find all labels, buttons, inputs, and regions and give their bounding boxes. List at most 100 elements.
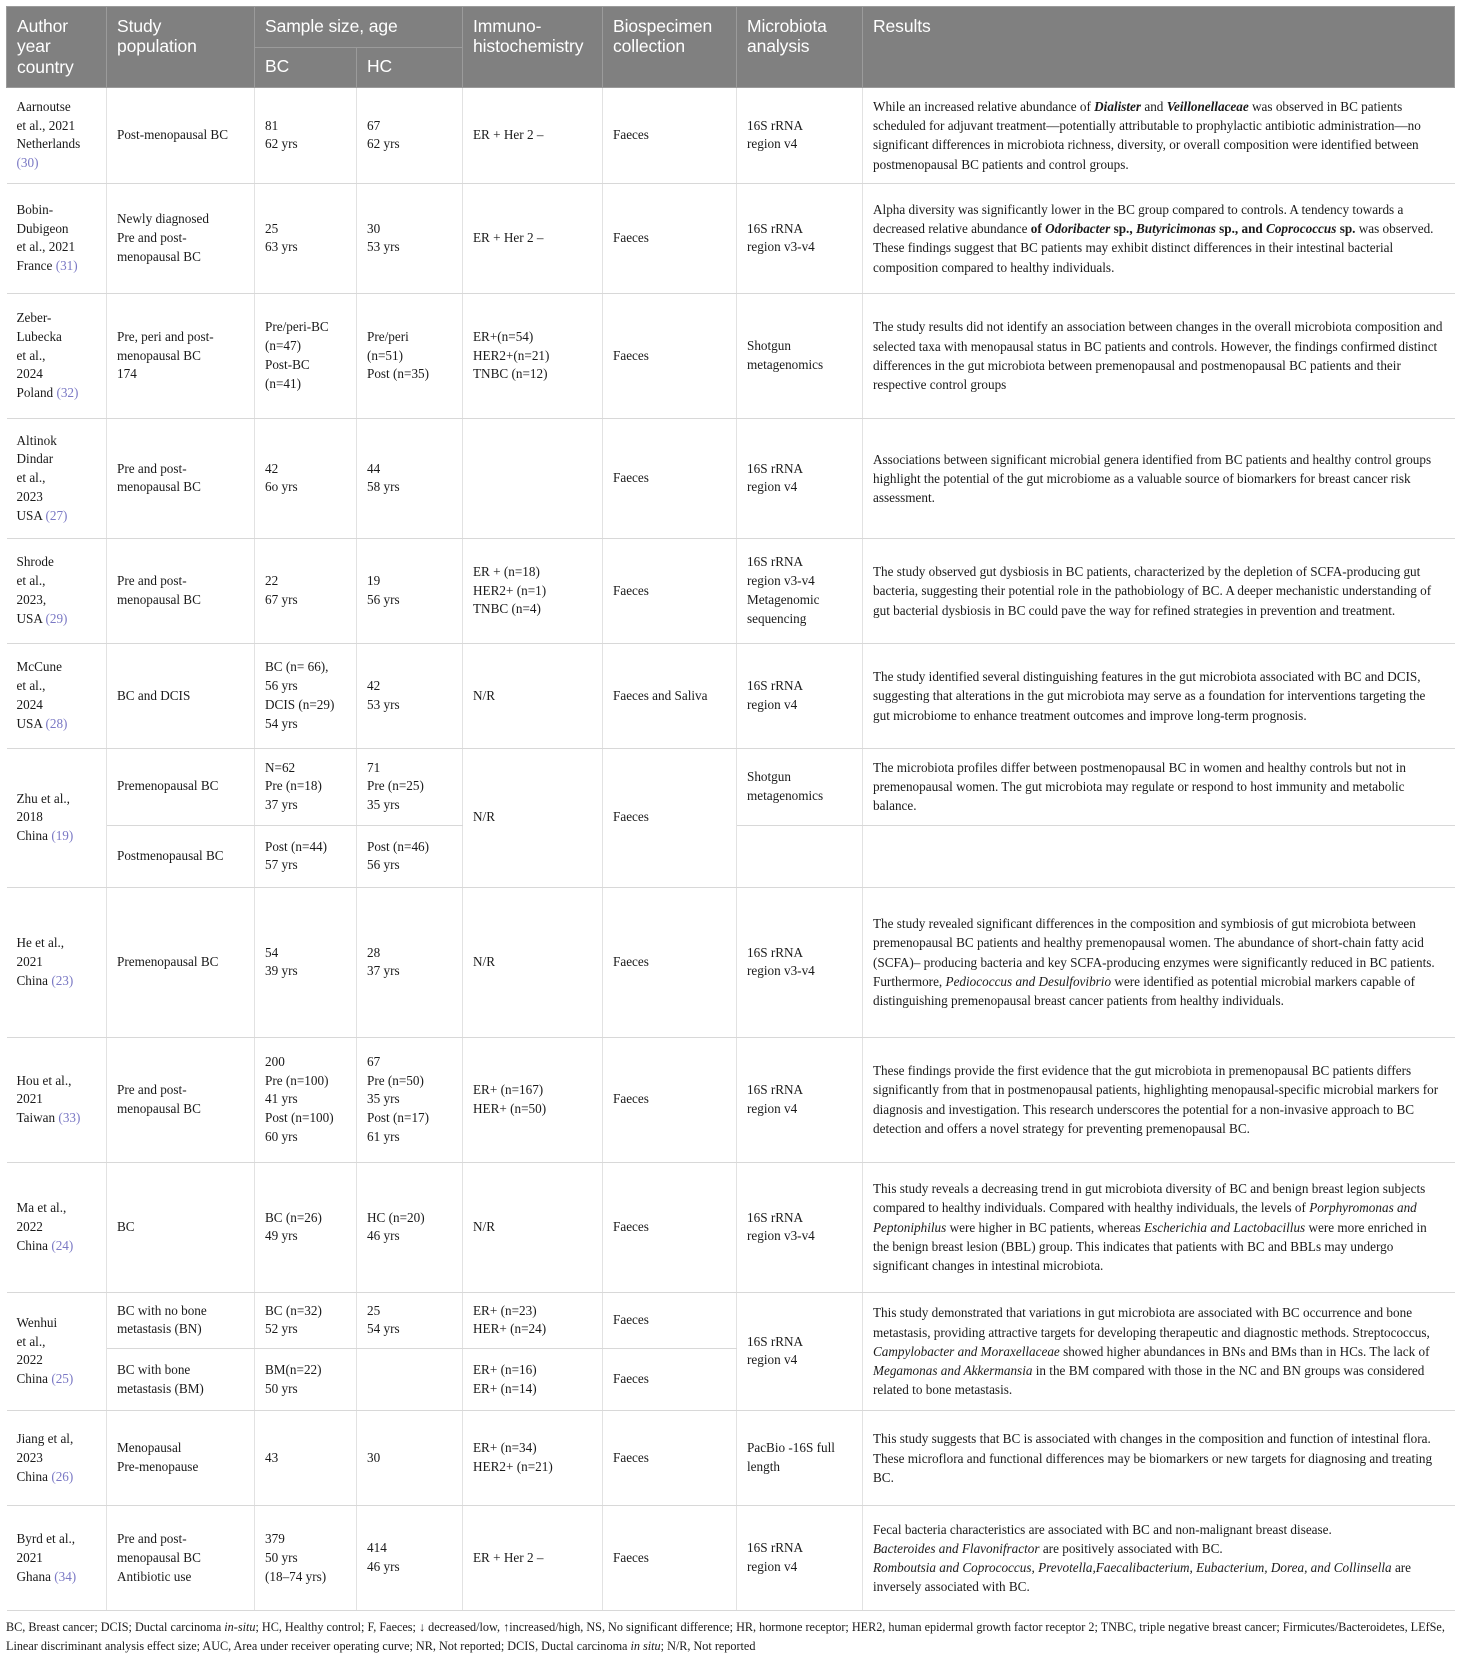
cell-results: Fecal bacteria characteristics are assoc…	[862, 1505, 1455, 1612]
table-row: McCune et al., 2024 USA (28) BC and DCIS BC (…	[6, 642, 1455, 749]
table-row: Jiang et al, 2023 China (26) Menopausal Pre…	[6, 1410, 1455, 1507]
cell-results: This study reveals a decreasing trend in…	[862, 1161, 1455, 1293]
cell-results: This study suggests that BC is associate…	[862, 1410, 1455, 1507]
cell-sample-hc: 19 56 yrs	[356, 537, 463, 644]
header-microbiota-analysis: Microbiota analysis	[736, 6, 863, 88]
cell-author-year-country: Shrode et al., 2023, USA (29)	[6, 537, 107, 644]
cell-sample-bc: 54 39 yrs	[254, 886, 357, 1038]
cell-study-population: Menopausal Pre-menopause	[106, 1410, 255, 1507]
cell-sample-hc: 30	[356, 1410, 463, 1507]
cell-sample-hc: 414 46 yrs	[356, 1505, 463, 1612]
table-row: Altinok Dindar et al., 2023 USA (27) Pre and …	[6, 417, 1455, 539]
cell-study-population: Newly diagnosed Pre and post- menopausal…	[106, 182, 255, 294]
header-bc: BC	[254, 46, 357, 88]
cell-results	[862, 824, 1455, 888]
cell-biospecimen: Faeces	[602, 886, 737, 1038]
cell-author-year-country: Bobin- Dubigeon et al., 2021 France (31)	[6, 182, 107, 294]
cell-sample-bc: Pre/peri-BC (n=47) Post-BC (n=41)	[254, 292, 357, 419]
header-row-1: Author year country Study population Sam…	[6, 6, 1455, 88]
cell-sample-bc: 81 62 yrs	[254, 86, 357, 184]
table-row: Hou et al., 2021 Taiwan (33) Pre and post- …	[6, 1036, 1455, 1163]
cell-study-population: Postmenopausal BC	[106, 824, 255, 888]
cell-microbiota-analysis: 16S rRNA region v4	[736, 86, 863, 184]
header-row-2: BC HC	[7, 46, 1455, 88]
cell-sample-bc: 43	[254, 1410, 357, 1507]
cell-sample-hc: 67 62 yrs	[356, 86, 463, 184]
table-row: Wenhui et al., 2022 China (25) BC with no bo…	[6, 1291, 1455, 1412]
study-table-container: Author year country Study population Sam…	[6, 6, 1455, 1612]
cell-study-population: BC with no bone metastasis (BN)	[106, 1291, 255, 1350]
cell-sample-bc: Post (n=44) 57 yrs	[254, 824, 357, 888]
cell-biospecimen: Faeces	[602, 182, 737, 294]
cell-microbiota-analysis: 16S rRNA region v4	[736, 417, 863, 539]
header-biospecimen-collection: Biospecimen collection	[602, 6, 737, 88]
cell-study-population: Premenopausal BC	[106, 747, 255, 826]
cell-immunohistochemistry: N/R	[462, 886, 603, 1038]
cell-sample-bc: 200 Pre (n=100) 41 yrs Post (n=100) 60 y…	[254, 1036, 357, 1163]
cell-sample-bc: 379 50 yrs (18–74 yrs)	[254, 1505, 357, 1612]
cell-author-year-country: He et al., 2021 China (23)	[6, 886, 107, 1038]
table-row: Shrode et al., 2023, USA (29) Pre and post- …	[6, 537, 1455, 644]
cell-sample-bc: BC (n=32) 52 yrs	[254, 1291, 357, 1350]
cell-results: The study identified several distinguish…	[862, 642, 1455, 749]
cell-study-population: BC with bone metastasis (BM)	[106, 1348, 255, 1412]
cell-sample-bc: BM(n=22) 50 yrs	[254, 1348, 357, 1412]
header-immunohistochemistry: Immuno- histochemistry	[462, 6, 603, 88]
table-row: Zhu et al., 2018 China (19) Premenopausal B…	[6, 747, 1455, 888]
cell-author-year-country: Aarnoutse et al., 2021 Netherlands (30)	[6, 86, 107, 184]
table-footnote: BC, Breast cancer; DCIS; Ductal carcinom…	[6, 1620, 1445, 1653]
cell-microbiota-analysis: 16S rRNA region v4	[736, 642, 863, 749]
table-body: Aarnoutse et al., 2021 Netherlands (30) Post…	[6, 86, 1455, 1612]
header-hc: HC	[356, 46, 463, 88]
cell-study-population: Pre and post- menopausal BC	[106, 537, 255, 644]
cell-sample-hc: 42 53 yrs	[356, 642, 463, 749]
cell-sample-hc: 67 Pre (n=50) 35 yrs Post (n=17) 61 yrs	[356, 1036, 463, 1163]
cell-biospecimen: Faeces	[602, 1036, 737, 1163]
cell-sample-hc: 28 37 yrs	[356, 886, 463, 1038]
header-study-population: Study population	[106, 6, 255, 88]
cell-sample-bc: 42 6o yrs	[254, 417, 357, 539]
cell-immunohistochemistry: ER+(n=54) HER2+(n=21) TNBC (n=12)	[462, 292, 603, 419]
cell-sample-hc: 25 54 yrs	[356, 1291, 463, 1350]
cell-biospecimen: Faeces	[602, 747, 737, 888]
cell-results: The microbiota profiles differ between p…	[862, 747, 1455, 826]
cell-microbiota-analysis: 16S rRNA region v4	[736, 1505, 863, 1612]
table-row: Zeber- Lubecka et al., 2024 Poland (32) Pre, …	[6, 292, 1455, 419]
cell-sample-bc: 25 63 yrs	[254, 182, 357, 294]
cell-results: These findings provide the first evidenc…	[862, 1036, 1455, 1163]
cell-results: While an increased relative abundance of…	[862, 86, 1455, 184]
cell-sample-hc: 44 58 yrs	[356, 417, 463, 539]
cell-immunohistochemistry: N/R	[462, 642, 603, 749]
cell-author-year-country: Zeber- Lubecka et al., 2024 Poland (32)	[6, 292, 107, 419]
cell-biospecimen: Faeces	[602, 1505, 737, 1612]
cell-sample-bc: BC (n=26) 49 yrs	[254, 1161, 357, 1293]
table-row: Aarnoutse et al., 2021 Netherlands (30) Post…	[6, 86, 1455, 184]
cell-microbiota-analysis: Shotgun metagenomics	[736, 292, 863, 419]
cell-sample-hc: 71 Pre (n=25) 35 yrs	[356, 747, 463, 826]
cell-sample-hc: Pre/peri (n=51) Post (n=35)	[356, 292, 463, 419]
cell-microbiota-analysis: 16S rRNA region v4	[736, 1036, 863, 1163]
cell-study-population: Pre and post- menopausal BC Antibiotic u…	[106, 1505, 255, 1612]
cell-microbiota-analysis	[736, 824, 863, 888]
cell-immunohistochemistry: ER + (n=18) HER2+ (n=1) TNBC (n=4)	[462, 537, 603, 644]
cell-study-population: Premenopausal BC	[106, 886, 255, 1038]
cell-author-year-country: Ma et al., 2022 China (24)	[6, 1161, 107, 1293]
cell-sample-hc: HC (n=20) 46 yrs	[356, 1161, 463, 1293]
table-header: Author year country Study population Sam…	[6, 6, 1455, 88]
cell-sample-bc: BC (n= 66), 56 yrs DCIS (n=29) 54 yrs	[254, 642, 357, 749]
cell-microbiota-analysis: Shotgun metagenomics	[736, 747, 863, 826]
cell-immunohistochemistry: ER+ (n=167) HER+ (n=50)	[462, 1036, 603, 1163]
cell-results: Alpha diversity was significantly lower …	[862, 182, 1455, 294]
study-characteristics-table: Author year country Study population Sam…	[6, 6, 1455, 1612]
cell-microbiota-analysis: PacBio -16S full length	[736, 1410, 863, 1507]
cell-author-year-country: Hou et al., 2021 Taiwan (33)	[6, 1036, 107, 1163]
cell-author-year-country: Zhu et al., 2018 China (19)	[6, 747, 107, 888]
cell-immunohistochemistry: ER+ (n=16) ER+ (n=14)	[462, 1348, 603, 1412]
table-row: Bobin- Dubigeon et al., 2021 France (31) New…	[6, 182, 1455, 294]
cell-biospecimen: Faeces	[602, 292, 737, 419]
cell-biospecimen: Faeces	[602, 1291, 737, 1350]
table-row: Ma et al., 2022 China (24) BC BC (n=26) 49 y…	[6, 1161, 1455, 1293]
cell-author-year-country: McCune et al., 2024 USA (28)	[6, 642, 107, 749]
cell-biospecimen: Faeces	[602, 1348, 737, 1412]
cell-biospecimen: Faeces	[602, 86, 737, 184]
